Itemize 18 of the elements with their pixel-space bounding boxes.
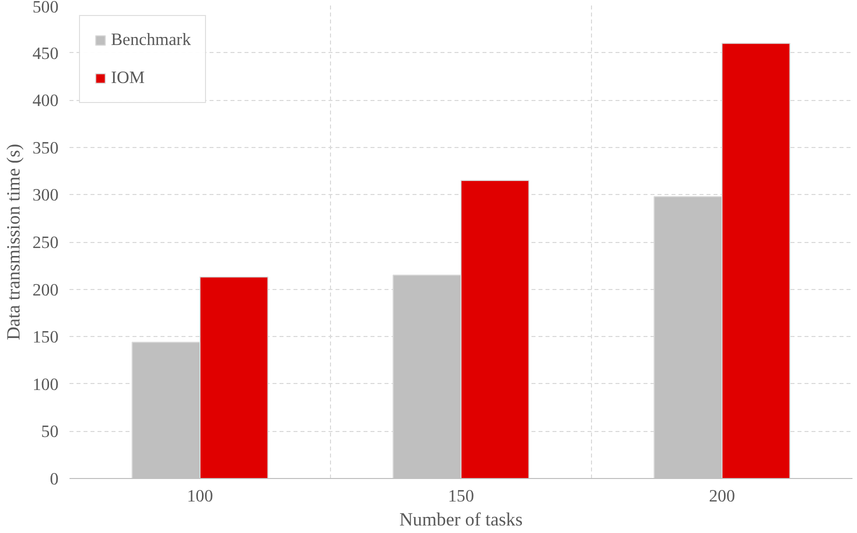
y-tick-label: 400 [32,91,59,110]
y-tick-label: 300 [32,186,59,205]
x-tick-label: 150 [448,486,474,506]
y-tick-label: 150 [32,328,59,347]
y-tick-label: 200 [32,280,59,300]
y-tick-label: 350 [32,138,59,158]
x-tick-label: 100 [187,486,214,506]
y-tick-label: 0 [50,470,59,488]
y-tick-label: 450 [32,44,59,63]
x-tick-label: 200 [709,486,736,506]
legend-label: IOM [111,68,145,88]
y-tick-label: 500 [32,0,59,16]
x-axis-title: Number of tasks [399,510,523,530]
y-tick-label: 100 [32,374,59,394]
y-axis-title: Data transmission time (s) [4,144,25,340]
y-tick-label: 50 [41,422,58,442]
y-tick-label: 250 [32,233,59,252]
legend-label: Benchmark [111,30,191,50]
